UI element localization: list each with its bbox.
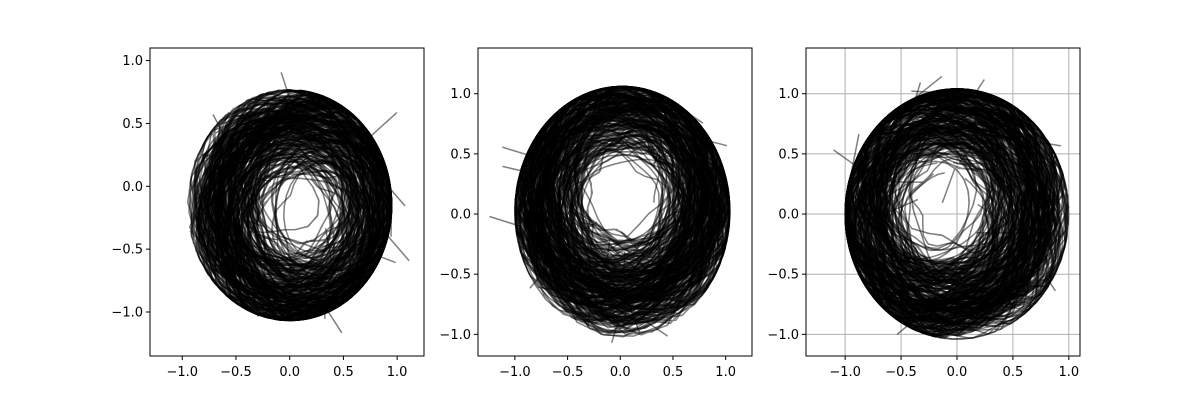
trajectory-line <box>526 124 697 272</box>
trajectory-line <box>274 151 365 257</box>
y-tick-label: 1.0 <box>122 54 143 69</box>
trajectory-line <box>521 104 712 322</box>
trajectory-line <box>866 106 1064 327</box>
trajectory-line <box>875 104 1034 281</box>
trajectory-line <box>218 118 392 318</box>
trajectory-line <box>543 85 722 291</box>
x-tick-label: 0.0 <box>610 365 631 380</box>
trajectory-line <box>873 113 1028 285</box>
panel-3: −1.0 −0.5 0.0 0.5 1.0 −1.0 −0.5 0.0 0.5 1.0 <box>767 47 1081 380</box>
x-tick-label: −0.5 <box>885 365 917 380</box>
panel-1: −1.0 −0.5 0.0 0.5 1.0 −1.0 −0.5 0.0 0.5 1.0 <box>111 47 425 380</box>
y-tick-label: −0.5 <box>439 268 471 283</box>
axes-frame <box>149 47 425 357</box>
trajectory-line <box>844 122 998 316</box>
trajectory-line <box>894 132 1002 263</box>
trajectory-line <box>569 126 700 273</box>
axes-frame <box>477 47 753 357</box>
trajectory-line <box>255 158 361 279</box>
trajectory-line <box>211 95 392 303</box>
trajectory-line <box>543 85 712 300</box>
trajectory-line <box>554 104 689 286</box>
x-tick-label: 0.0 <box>947 365 968 380</box>
x-tick-label: −0.5 <box>552 365 584 380</box>
y-tick-label: 0.0 <box>450 208 471 223</box>
x-tick-label: 0.0 <box>279 365 300 380</box>
trajectory-line <box>552 115 702 283</box>
trajectory-line <box>860 91 1039 332</box>
panel-2: −1.0 −0.5 0.0 0.5 1.0 −1.0 −0.5 0.0 0.5 1.0 <box>439 47 753 380</box>
trajectory-line <box>844 111 1027 320</box>
y-tick-label: 0.0 <box>778 208 799 223</box>
trajectory-line <box>879 126 1000 279</box>
trajectory-line <box>248 136 371 275</box>
x-tick-label: −1.0 <box>499 365 531 380</box>
trajectory-line <box>536 95 692 278</box>
trajectory-line <box>529 86 717 307</box>
x-tick-label: 1.0 <box>715 365 736 380</box>
y-tick-label: 0.5 <box>778 147 799 162</box>
trajectory-line <box>542 85 723 275</box>
trajectory-group <box>833 75 1070 340</box>
trajectory-line <box>528 90 711 322</box>
trajectory-line <box>526 85 720 303</box>
trajectory-line <box>568 145 691 283</box>
trajectory-line <box>216 151 349 301</box>
x-tick-label: 0.5 <box>1003 365 1024 380</box>
trajectory-line <box>237 89 382 295</box>
trajectory-line <box>859 115 1009 307</box>
y-tick-label: 0.5 <box>122 117 143 132</box>
trajectory-line <box>845 88 1067 324</box>
y-tick-label: −0.5 <box>111 243 143 258</box>
x-tick-label: −0.5 <box>220 365 252 380</box>
y-tick-label: 0.0 <box>122 180 143 195</box>
trajectory-line <box>893 122 1039 284</box>
y-tick-label: 1.0 <box>450 87 471 102</box>
x-tick-label: 0.5 <box>663 365 684 380</box>
trajectory-line <box>522 87 731 337</box>
x-tick-label: 0.5 <box>333 365 354 380</box>
trajectory-line <box>889 146 1006 276</box>
trajectory-group <box>187 72 410 334</box>
trajectory-line <box>888 143 1003 271</box>
x-tick-label: 1.0 <box>387 365 408 380</box>
trajectory-line <box>270 169 361 271</box>
trajectory-line <box>862 94 1056 311</box>
x-tick-label: 1.0 <box>1058 365 1079 380</box>
y-tick-label: 1.0 <box>778 87 799 102</box>
trajectory-group <box>489 85 731 344</box>
trajectory-line <box>861 122 1028 294</box>
x-tick-label: −1.0 <box>166 365 198 380</box>
y-tick-label: −1.0 <box>767 328 799 343</box>
trajectory-line <box>580 137 675 257</box>
y-tick-label: −1.0 <box>439 328 471 343</box>
trajectory-line <box>844 96 1070 325</box>
y-tick-label: −1.0 <box>111 306 143 321</box>
y-tick-label: 0.5 <box>450 147 471 162</box>
y-tick-label: −0.5 <box>767 268 799 283</box>
trajectory-line <box>579 154 671 272</box>
trajectory-line <box>904 157 1016 286</box>
x-tick-label: −1.0 <box>829 365 861 380</box>
trajectory-line <box>529 105 694 296</box>
trajectory-line <box>844 110 1000 305</box>
axes-frame <box>805 47 1081 357</box>
trajectory-line <box>539 104 721 297</box>
trajectory-line <box>571 131 664 267</box>
trajectory-line <box>236 124 365 272</box>
trajectory-line <box>857 115 1046 326</box>
trajectory-line <box>232 158 352 294</box>
trajectory-line <box>246 156 361 292</box>
